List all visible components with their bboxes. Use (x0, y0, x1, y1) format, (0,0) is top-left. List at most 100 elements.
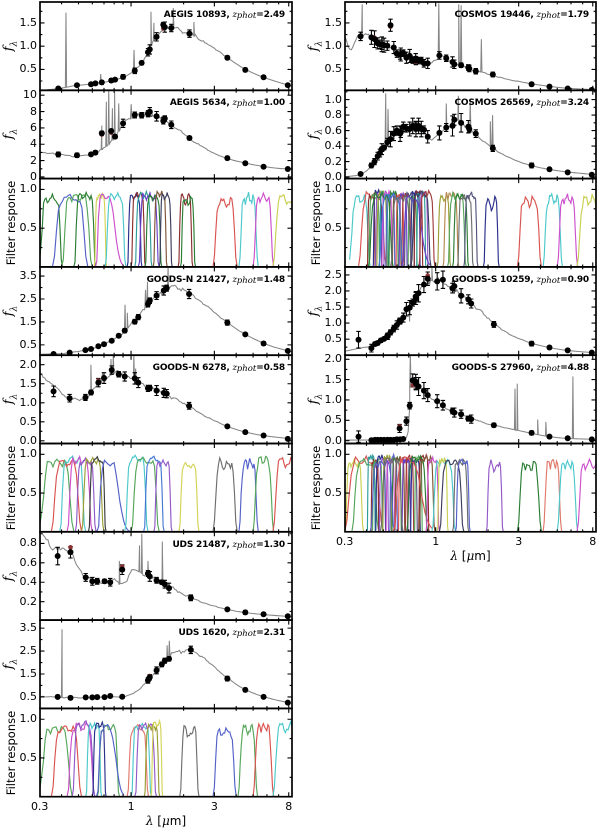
filter-curve (50, 724, 83, 797)
panel-label-field: GOODS-S 27960 (451, 363, 531, 374)
z-subscript: phot (236, 11, 257, 21)
photometry-point (135, 379, 142, 386)
z-symbol: z (232, 98, 237, 109)
photometry-point (153, 667, 160, 674)
photometry-point (406, 52, 413, 59)
photometry-point (260, 163, 267, 170)
photometry-point (224, 606, 231, 613)
photometry-point (458, 292, 465, 299)
y-tick-label: 2 (30, 153, 37, 167)
filter-curve (403, 190, 416, 267)
filter-curve (130, 457, 160, 532)
filter-curve (238, 192, 259, 267)
photometry-point (468, 300, 475, 307)
tick-marks (40, 2, 292, 91)
y-tick-label: 0.5 (19, 62, 38, 76)
y-tick-label: 3.5 (19, 621, 38, 635)
photometry-point (546, 433, 553, 440)
filter-curve (272, 456, 292, 532)
photometry-point (415, 290, 422, 297)
photometry-point (115, 371, 122, 378)
photometry-point (67, 549, 74, 556)
photometry-point (564, 85, 571, 91)
z-value: =0.90 (560, 274, 589, 285)
photometry-point (95, 343, 102, 350)
filter-curve (516, 194, 542, 267)
photometry-point (546, 344, 553, 351)
photometry-point (443, 55, 450, 62)
y-tick-label: 1.5 (19, 666, 38, 680)
photometry-point (490, 422, 497, 429)
photometry-point (224, 54, 231, 61)
filter-curve (66, 454, 93, 532)
tick-marks (40, 443, 292, 532)
z-value: =2.31 (256, 628, 285, 639)
filter-curve (556, 459, 579, 532)
filter-curve (40, 458, 75, 532)
photometry-point (424, 133, 431, 140)
photometry-point (371, 36, 378, 43)
y-tick-label: 0.5 (19, 486, 38, 500)
y-tick-label: 0.5 (19, 414, 38, 428)
y-tick-label: 1.0 (324, 447, 343, 461)
photometry-point (101, 341, 107, 348)
photometry-point (161, 115, 168, 122)
filter-curve (212, 196, 238, 267)
photometry-point (50, 388, 57, 395)
photometry-point (406, 304, 413, 311)
panel-label-field: COSMOS 26569 (454, 98, 531, 109)
filter-curve (442, 191, 460, 267)
photometry-point (564, 347, 571, 354)
photometry-point (186, 30, 193, 37)
panel-uds-21487 (39, 530, 293, 621)
filter-curve (456, 194, 475, 267)
filter-curve (378, 192, 404, 267)
photometry-point (260, 74, 267, 81)
photometry-point (54, 693, 61, 700)
photometry-point (406, 402, 413, 409)
y-tick-label: 0.5 (324, 62, 343, 76)
z-value: =1.79 (560, 10, 589, 20)
y-tick-label: 0.8 (324, 108, 343, 122)
photometry-point (242, 609, 249, 616)
y-tick-label: 0.2 (19, 594, 38, 608)
model-spectrum (40, 629, 292, 704)
filter-curve (179, 195, 197, 267)
y-tick-label: 0.5 (324, 332, 343, 346)
error-bars (56, 107, 290, 171)
photometry-point (420, 126, 427, 133)
y-tick-label: 2.5 (19, 644, 38, 658)
filter-curve (252, 722, 275, 797)
z-symbol: z (232, 363, 237, 374)
photometry-point (260, 340, 267, 347)
photometry-point (138, 59, 145, 66)
y-tick-label: 0.4 (324, 139, 343, 153)
x-tick-label: 1 (432, 535, 440, 549)
filter-curve (177, 192, 194, 267)
photometry-point (466, 65, 473, 72)
z-subscript: phot (540, 275, 561, 286)
photometry-point (187, 594, 194, 601)
error-bars (356, 373, 594, 443)
z-symbol: z (232, 274, 237, 285)
y-tick-label: 1.5 (324, 372, 343, 386)
photometry-point (387, 136, 394, 143)
photometry-point (368, 345, 375, 352)
error-bars (358, 18, 594, 91)
tick-marks (40, 178, 292, 267)
photometry-point (357, 170, 364, 177)
photometry-point (55, 85, 62, 91)
photometry-point (153, 387, 160, 394)
filter-curve (576, 457, 596, 532)
filter-curve (150, 718, 164, 797)
photometry-point (564, 435, 571, 442)
z-subscript: phot (236, 275, 257, 286)
y-tick-label: 3.5 (19, 269, 38, 283)
photometry-point (108, 367, 115, 374)
filter-curve (438, 459, 465, 532)
photometry-point (153, 577, 160, 584)
error-bars (51, 284, 290, 356)
filter-curve (124, 454, 149, 532)
model-point (68, 545, 73, 550)
x-tick-label: 3 (515, 535, 523, 549)
